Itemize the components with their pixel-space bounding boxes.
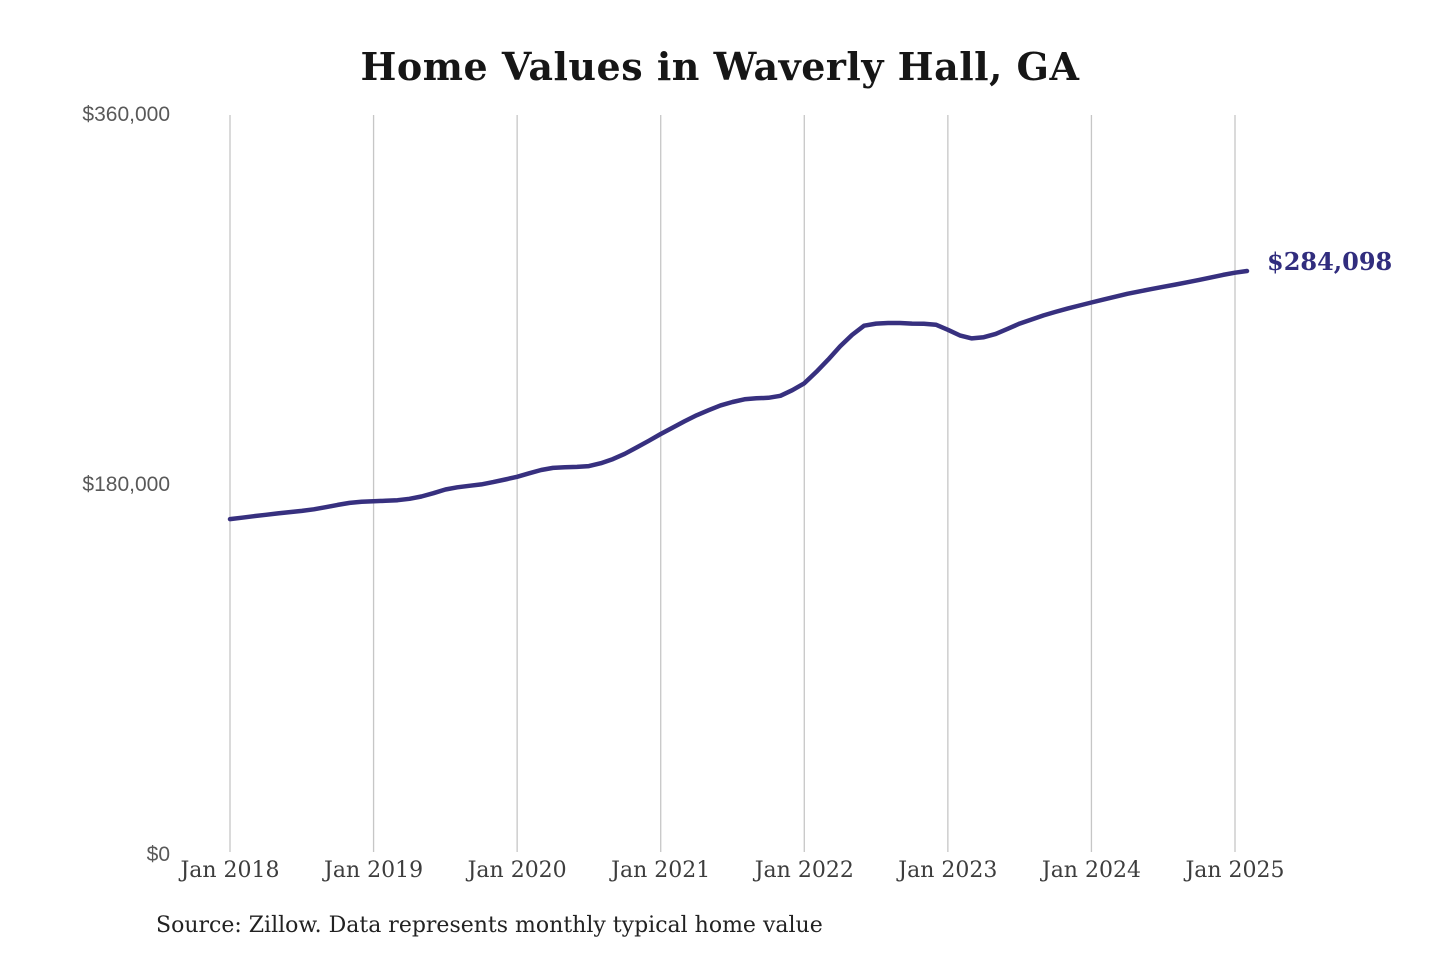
x-tick-label-jan-2025: Jan 2025: [1185, 858, 1285, 883]
vertical-gridlines: [229, 115, 1236, 852]
x-tick-label-jan-2022: Jan 2022: [754, 858, 854, 883]
x-tick-label-jan-2018: Jan 2018: [180, 858, 280, 883]
y-tick-label-0: $0: [146, 843, 170, 866]
y-tick-label-180000: $180,000: [82, 473, 170, 496]
latest-value-label: $284,098: [1267, 247, 1393, 276]
home-value-line: [227, 268, 1250, 522]
x-tick-label-jan-2023: Jan 2023: [898, 858, 998, 883]
x-tick-label-jan-2024: Jan 2024: [1041, 858, 1141, 883]
x-tick-label-jan-2021: Jan 2021: [611, 858, 711, 883]
x-tick-label-jan-2020: Jan 2020: [467, 858, 567, 883]
x-tick-label-jan-2019: Jan 2019: [324, 858, 424, 883]
source-note: Source: Zillow. Data represents monthly …: [156, 913, 823, 938]
chart-title: Home Values in Waverly Hall, GA: [360, 44, 1080, 89]
y-tick-label-360000: $360,000: [82, 103, 170, 126]
